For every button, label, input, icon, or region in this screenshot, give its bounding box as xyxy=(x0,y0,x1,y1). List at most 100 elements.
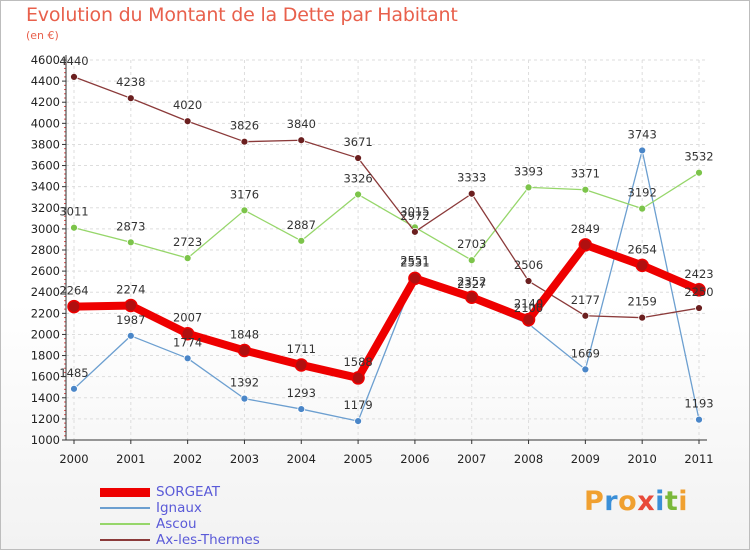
data-label: 2274 xyxy=(116,283,145,297)
series-line-ascou xyxy=(73,172,700,261)
y-tick-label: 4600 xyxy=(31,53,60,67)
data-label: 3371 xyxy=(571,167,600,181)
x-tick-label: 2006 xyxy=(400,452,429,466)
series-line-ignaux xyxy=(73,149,700,422)
data-label: 3192 xyxy=(628,186,657,200)
data-point xyxy=(578,238,593,252)
data-point xyxy=(240,394,249,403)
logo-letter: o xyxy=(618,486,638,517)
legend-swatch xyxy=(100,507,150,509)
legend-label: Ascou xyxy=(156,516,197,532)
legend-swatch xyxy=(100,487,150,497)
data-point xyxy=(351,371,365,385)
data-point xyxy=(354,190,362,199)
data-point xyxy=(635,258,649,273)
data-label: 2873 xyxy=(116,219,145,233)
data-label: 3671 xyxy=(343,135,372,149)
x-tick-label: 2003 xyxy=(230,452,259,466)
y-tick-label: 4400 xyxy=(31,74,60,88)
data-label: 2887 xyxy=(287,218,316,232)
data-point xyxy=(240,206,249,215)
x-tick-label: 2004 xyxy=(287,452,316,466)
y-tick-label: 3800 xyxy=(31,137,60,151)
data-point xyxy=(581,185,590,194)
data-label: 2423 xyxy=(684,267,713,281)
data-label: 1179 xyxy=(343,398,372,412)
logo-letter: P xyxy=(584,486,605,517)
data-label: 2506 xyxy=(514,258,543,272)
series-layer xyxy=(67,72,706,426)
y-tick-label: 1200 xyxy=(31,412,60,426)
data-label: 3011 xyxy=(59,205,88,219)
data-point xyxy=(297,136,306,145)
logo-letter: i xyxy=(678,486,689,517)
x-tick-label: 2007 xyxy=(457,452,486,466)
x-tick-label: 2009 xyxy=(571,452,600,466)
data-label: 2703 xyxy=(457,237,486,251)
data-label: 3015 xyxy=(400,204,429,218)
data-label: 3333 xyxy=(457,171,486,185)
data-label: 1293 xyxy=(287,386,316,400)
data-label: 2140 xyxy=(514,297,543,311)
data-point xyxy=(638,146,647,155)
data-point xyxy=(467,189,476,198)
data-point xyxy=(581,311,590,320)
data-point xyxy=(297,405,306,413)
x-tick-label: 2005 xyxy=(343,452,372,466)
data-label: 4238 xyxy=(116,75,145,89)
data-label: 1588 xyxy=(343,355,372,369)
data-point xyxy=(180,326,195,341)
data-point xyxy=(237,343,252,358)
data-point xyxy=(411,227,419,236)
data-point xyxy=(240,137,249,146)
logo-letter: x xyxy=(637,486,656,517)
data-point xyxy=(695,304,703,312)
data-point xyxy=(464,290,479,305)
x-tick-label: 2011 xyxy=(684,452,713,466)
data-point xyxy=(692,283,706,297)
data-label: 2551 xyxy=(400,253,429,267)
data-point xyxy=(638,204,647,213)
data-point xyxy=(70,384,78,393)
data-label: 1774 xyxy=(173,335,202,349)
logo-letter: i xyxy=(655,486,665,517)
data-label: 4440 xyxy=(59,54,88,68)
data-point xyxy=(126,238,135,247)
x-tick-label: 2002 xyxy=(173,452,202,466)
y-tick-label: 3600 xyxy=(31,159,60,173)
logo-letter: r xyxy=(604,486,619,517)
data-label: 2654 xyxy=(628,242,657,256)
logo-letter: t xyxy=(664,486,679,517)
data-label: 2972 xyxy=(400,209,429,223)
y-axis-unit-label: (en €) xyxy=(26,29,59,42)
data-label: 2007 xyxy=(173,311,202,325)
x-tick-label: 2000 xyxy=(59,452,88,466)
y-tick-label: 4200 xyxy=(31,95,60,109)
y-tick-label: 2400 xyxy=(31,285,60,299)
data-point xyxy=(695,168,703,177)
data-label: 2264 xyxy=(59,284,88,298)
data-point xyxy=(524,277,533,285)
x-tick-label: 2001 xyxy=(116,452,145,466)
data-label: 2159 xyxy=(628,295,657,309)
y-tick-label: 1000 xyxy=(31,433,60,447)
data-point xyxy=(297,236,306,245)
data-label: 2327 xyxy=(457,277,486,291)
data-label: 1848 xyxy=(230,327,259,341)
series-line-ax-les-thermes xyxy=(73,76,700,319)
y-tick-label: 3400 xyxy=(31,180,60,194)
y-tick-label: 2200 xyxy=(31,306,60,320)
data-label: 3532 xyxy=(684,150,713,164)
data-point xyxy=(294,358,309,372)
chart-title: Evolution du Montant de la Dette par Hab… xyxy=(26,4,458,26)
y-tick-label: 1800 xyxy=(31,349,60,363)
legend-swatch xyxy=(100,523,150,525)
data-label: 1711 xyxy=(287,342,316,356)
axes: 1000 1200 1400 1600 1800 2000 2200 2400 2600 2800… xyxy=(31,53,714,466)
x-tick-label: 2010 xyxy=(628,452,657,466)
data-label: 2531 xyxy=(400,255,429,269)
data-label: 2177 xyxy=(571,293,600,307)
data-label: 3176 xyxy=(230,187,259,201)
data-point xyxy=(695,415,703,424)
